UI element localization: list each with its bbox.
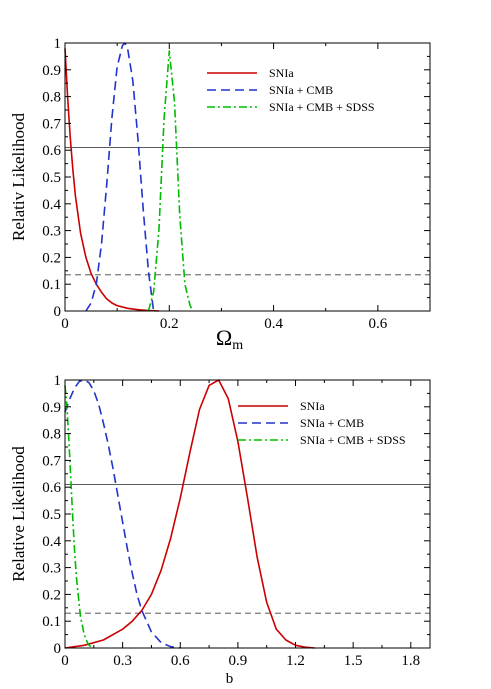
y-tick-label: 0.5 <box>42 507 61 523</box>
series-line-2 <box>64 385 93 649</box>
x-tick-label: 0 <box>61 653 69 669</box>
x-axis-label-subscript: m <box>232 338 243 353</box>
x-tick-label: 0.4 <box>264 316 283 332</box>
bottom-likelihood-chart: 0 0.1 0.2 0.3 0.4 0.5 0.6 0.7 0.8 0.9 1 0 0.3 0.6 0.9 1… <box>9 373 431 687</box>
x-axis-label: b <box>226 671 234 687</box>
x-tick-label: 0.6 <box>171 653 190 669</box>
x-tick-label: 0.3 <box>113 653 132 669</box>
y-tick-label: 0 <box>54 304 62 320</box>
legend-label: SNIa + CMB <box>269 83 333 97</box>
top-likelihood-chart: 0 0.1 0.2 0.3 0.4 0.5 0.6 0.7 0.8 0.9 1 0 0.2 0.4 0.6 Ω… <box>9 36 431 353</box>
x-axis-label: Ωm <box>216 325 243 353</box>
y-axis-label: Relativ Likelihood <box>9 113 28 241</box>
series-line-1 <box>64 379 181 649</box>
plot-frame <box>64 379 431 649</box>
y-tick-label: 0.2 <box>42 587 61 603</box>
x-axis-label-main: Ω <box>216 325 232 350</box>
y-tick-label: 0.3 <box>42 561 61 577</box>
x-tick-label: 1.2 <box>286 653 305 669</box>
series-line-0 <box>64 48 159 312</box>
y-tick-label: 0.8 <box>42 90 61 106</box>
y-tick-label: 0.5 <box>42 170 61 186</box>
y-tick-label: 1 <box>54 373 62 389</box>
x-tick-label: 0.6 <box>368 316 387 332</box>
legend-label: SNIa + CMB + SDSS <box>269 100 375 114</box>
x-tick-label: 1.5 <box>344 653 363 669</box>
series-line-2 <box>147 50 194 312</box>
y-tick-label: 0.1 <box>42 614 61 630</box>
legend-label: SNIa + CMB <box>300 416 364 430</box>
series-line-1 <box>85 42 155 312</box>
y-tick-label: 0.6 <box>42 480 61 496</box>
y-tick-label: 0.4 <box>42 197 61 213</box>
series-line-0 <box>64 379 315 649</box>
y-tick-label: 0.3 <box>42 224 61 240</box>
x-tick-label: 0.2 <box>160 316 179 332</box>
y-tick-label: 0.7 <box>42 116 61 132</box>
y-tick-label: 0.2 <box>42 250 61 266</box>
y-tick-label: 0 <box>54 641 62 657</box>
y-tick-label: 0.8 <box>42 427 61 443</box>
y-tick-label: 0.9 <box>42 63 61 79</box>
legend-label: SNIa <box>269 66 294 80</box>
x-tick-label: 1.8 <box>401 653 420 669</box>
y-tick-label: 0.6 <box>42 143 61 159</box>
x-axis-label-main: b <box>226 671 234 687</box>
x-tick-label: 0 <box>61 316 69 332</box>
legend-label: SNIa + CMB + SDSS <box>300 433 406 447</box>
y-tick-label: 0.1 <box>42 277 61 293</box>
y-tick-label: 0.7 <box>42 453 61 469</box>
y-axis-label: Relative Likelihood <box>9 446 28 582</box>
x-tick-label: 0.9 <box>229 653 248 669</box>
legend-label: SNIa <box>300 399 325 413</box>
y-tick-label: 0.9 <box>42 400 61 416</box>
y-tick-label: 0.4 <box>42 534 61 550</box>
y-tick-label: 1 <box>54 36 62 52</box>
plot-frame <box>64 42 431 312</box>
